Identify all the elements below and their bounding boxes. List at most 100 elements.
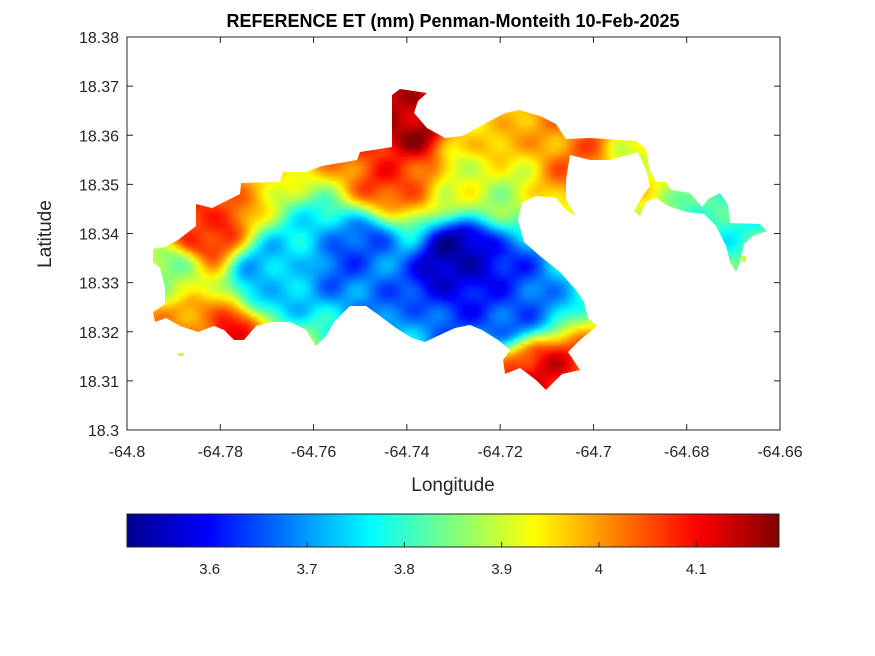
heatmap-cell	[503, 117, 508, 122]
heatmap-cell	[363, 149, 368, 154]
heatmap-cell	[479, 137, 484, 142]
heatmap-cell	[419, 125, 424, 130]
heatmap-cell	[539, 137, 544, 142]
heatmap-cell	[459, 141, 464, 146]
heatmap-cell	[547, 129, 552, 134]
heatmap-cell	[511, 133, 516, 138]
heatmap-cell	[519, 153, 524, 158]
heatmap-cell	[403, 125, 408, 130]
heatmap-cell	[483, 153, 488, 158]
heatmap-cell	[407, 97, 412, 102]
heatmap-cell	[527, 153, 532, 158]
heatmap-cell	[439, 137, 444, 142]
heatmap-cell	[459, 145, 464, 150]
heatmap-cell	[463, 145, 468, 150]
heatmap-cell	[475, 133, 480, 138]
heatmap-cell	[407, 149, 412, 154]
heatmap-cell	[451, 153, 456, 158]
heatmap-cell	[527, 137, 532, 142]
heatmap-cell	[419, 153, 424, 158]
heatmap-cell	[435, 137, 440, 142]
heatmap-cell	[499, 121, 504, 126]
heatmap-cell	[431, 145, 436, 150]
heatmap-cell	[463, 149, 468, 154]
heatmap-cell	[403, 89, 408, 94]
heatmap-cell	[595, 149, 600, 154]
heatmap-cell	[399, 133, 404, 138]
heatmap-cell	[503, 121, 508, 126]
heatmap-cell	[447, 137, 452, 142]
heatmap-cell	[451, 145, 456, 150]
heatmap-cell	[395, 157, 400, 162]
heatmap-cell	[407, 133, 412, 138]
heatmap-cell	[559, 145, 564, 150]
heatmap-cell	[411, 137, 416, 142]
heatmap-cell	[495, 141, 500, 146]
heatmap-cell	[419, 145, 424, 150]
heatmap-cell	[435, 149, 440, 154]
heatmap-cell	[531, 121, 536, 126]
heatmap-cell	[627, 145, 632, 150]
heatmap-cell	[535, 129, 540, 134]
heatmap-cell	[395, 145, 400, 150]
heatmap-cell	[359, 153, 364, 158]
heatmap-cell	[415, 145, 420, 150]
heatmap-cell	[399, 145, 404, 150]
heatmap-cell	[451, 149, 456, 154]
heatmap-cell	[471, 141, 476, 146]
heatmap-cell	[499, 113, 504, 118]
heatmap-cell	[519, 145, 524, 150]
heatmap-cell	[575, 141, 580, 146]
heatmap-cell	[395, 93, 400, 98]
heatmap-cell	[483, 149, 488, 154]
heatmap-cell	[415, 93, 420, 98]
heatmap-cell	[487, 129, 492, 134]
heatmap-cell	[519, 129, 524, 134]
heatmap-cell	[563, 141, 568, 146]
heatmap-cell	[551, 125, 556, 130]
heatmap-cell	[495, 149, 500, 154]
heatmap-cell	[507, 137, 512, 142]
heatmap-cell	[603, 137, 608, 142]
heatmap-cell	[479, 149, 484, 154]
heatmap-cell	[383, 157, 388, 162]
heatmap-cell	[471, 145, 476, 150]
heatmap-cell	[579, 149, 584, 154]
heatmap-cell	[543, 137, 548, 142]
heatmap-cell	[427, 133, 432, 138]
heatmap-cell	[631, 141, 636, 146]
heatmap-cell	[411, 109, 416, 114]
heatmap-cell	[511, 121, 516, 126]
heatmap-cell	[419, 141, 424, 146]
heatmap-cell	[487, 137, 492, 142]
heatmap-cell	[403, 109, 408, 114]
heatmap-cell	[523, 149, 528, 154]
heatmap-cell	[563, 137, 568, 142]
heatmap-cell	[391, 141, 396, 146]
heatmap-cell	[515, 117, 520, 122]
heatmap-cell	[555, 153, 560, 158]
heatmap-cell	[395, 129, 400, 134]
heatmap-cell	[575, 145, 580, 150]
heatmap-cell	[527, 133, 532, 138]
heatmap-cell	[431, 141, 436, 146]
heatmap-cell	[399, 101, 404, 106]
heatmap-cell	[395, 153, 400, 158]
heatmap-cell	[511, 153, 516, 158]
heatmap-cell	[391, 101, 396, 106]
heatmap-cell	[471, 129, 476, 134]
heatmap-cell	[399, 149, 404, 154]
heatmap-cell	[403, 149, 408, 154]
heatmap-cell	[403, 105, 408, 110]
heatmap-cell	[371, 153, 376, 158]
heatmap-cell	[523, 145, 528, 150]
heatmap-cell	[391, 145, 396, 150]
heatmap-cell	[547, 141, 552, 146]
heatmap-cell	[547, 133, 552, 138]
heatmap-cell	[467, 133, 472, 138]
heatmap-cell	[555, 145, 560, 150]
heatmap-cell	[435, 153, 440, 158]
heatmap-cell	[555, 129, 560, 134]
heatmap-cell	[403, 121, 408, 126]
heatmap-cell	[379, 149, 384, 154]
